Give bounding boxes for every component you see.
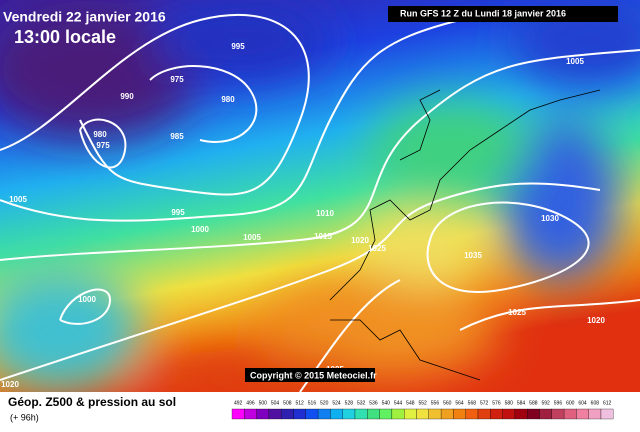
scale-swatch <box>514 408 528 420</box>
scale-swatch <box>379 408 393 420</box>
scale-label: 584 <box>517 400 526 406</box>
scale-swatch <box>256 408 270 420</box>
isobar-label: 995 <box>231 42 245 51</box>
scale-label: 596 <box>554 400 563 406</box>
scale-label: 524 <box>332 400 341 406</box>
copyright-box <box>245 368 375 382</box>
isobar-label: 1015 <box>314 232 332 241</box>
scale-label: 544 <box>394 400 403 406</box>
isobar-label: 1005 <box>566 57 584 66</box>
scale-swatch <box>563 408 577 420</box>
isobar-label: 985 <box>170 132 184 141</box>
scale-swatch <box>490 408 503 420</box>
scale-swatch <box>293 408 306 420</box>
isobar-label: 1025 <box>508 308 526 317</box>
isobar-label: 995 <box>171 208 185 217</box>
scale-swatch <box>600 408 614 420</box>
scale-swatch <box>428 408 442 420</box>
scale-label: 572 <box>480 400 489 406</box>
scale-swatch <box>440 408 454 420</box>
height-field <box>0 0 640 410</box>
scale-label: 576 <box>492 400 501 406</box>
scale-swatch <box>268 408 282 420</box>
scale-label: 508 <box>283 400 292 406</box>
scale-swatch <box>342 408 356 420</box>
run-box <box>388 6 618 22</box>
scale-swatch <box>465 408 479 420</box>
scale-label: 560 <box>443 400 452 406</box>
copyright: Copyright © 2015 Meteociel.fr <box>250 370 377 380</box>
isobar-label: 1020 <box>587 316 605 325</box>
run: Run GFS 12 Z du Lundi 18 janvier 2016 <box>400 8 566 18</box>
scale-swatch <box>354 408 368 420</box>
scale-label: 612 <box>603 400 612 406</box>
scale-swatch <box>231 408 245 420</box>
isobar-label: 1020 <box>351 236 369 245</box>
isobar-label: 975 <box>96 141 110 150</box>
scale-swatch <box>551 408 565 420</box>
isobar-label: 975 <box>170 75 184 84</box>
scale-label: 504 <box>271 400 280 406</box>
isobar-label: 980 <box>221 95 235 104</box>
isobar-label: 1025 <box>368 244 386 253</box>
scale-label: 552 <box>418 400 427 406</box>
scale-label: 564 <box>455 400 464 406</box>
scale-swatch <box>244 408 257 420</box>
footer-title: Géop. Z500 & pression au sol <box>8 395 176 409</box>
isobar-label: 1035 <box>464 251 482 260</box>
scale-label: 528 <box>345 400 354 406</box>
isobar-label: 980 <box>93 130 107 139</box>
scale-label: 600 <box>566 400 575 406</box>
scale-swatch <box>477 408 491 420</box>
scale-swatch <box>404 408 417 420</box>
scale-swatch <box>576 408 589 420</box>
scale-label: 536 <box>369 400 378 406</box>
scale-swatch <box>305 408 319 420</box>
scale-label: 548 <box>406 400 415 406</box>
scale-label: 580 <box>505 400 514 406</box>
isobar-label: 1000 <box>191 225 209 234</box>
scale-label: 520 <box>320 400 329 406</box>
scale-label: 516 <box>308 400 317 406</box>
scale-label: 496 <box>246 400 255 406</box>
coastlines <box>329 89 601 381</box>
date: Vendredi 22 janvier 2016 <box>3 9 166 25</box>
scale-swatch <box>416 408 429 420</box>
scale-swatch <box>588 408 602 420</box>
scale-label: 604 <box>578 400 587 406</box>
time: 13:00 locale <box>14 27 116 47</box>
scale-swatch <box>502 408 516 420</box>
scale-swatch <box>330 408 343 420</box>
scale-swatch <box>317 408 331 420</box>
footer-lead: (+ 96h) <box>10 412 39 422</box>
isobar-label: 1030 <box>541 214 559 223</box>
isobar-label: 990 <box>120 92 134 101</box>
scale-swatch <box>527 408 540 420</box>
scale-label: 608 <box>591 400 600 406</box>
scale-label: 540 <box>382 400 391 406</box>
scale-label: 492 <box>234 400 243 406</box>
scale-swatch <box>391 408 405 420</box>
isobar-label: 1020 <box>1 380 19 389</box>
isobar-label: 1000 <box>78 295 96 304</box>
scale-label: 500 <box>259 400 268 406</box>
scale-label: 532 <box>357 400 366 406</box>
isobars <box>0 13 640 393</box>
scale-swatch <box>281 408 294 420</box>
isobar-label: 1010 <box>316 209 334 218</box>
scale-label: 556 <box>431 400 440 406</box>
scale-label: 512 <box>295 400 304 406</box>
scale-label: 592 <box>541 400 550 406</box>
scale-swatch <box>367 408 380 420</box>
isobar-label: 1005 <box>9 195 27 204</box>
scale-label: 568 <box>468 400 477 406</box>
isobar-label: 1005 <box>243 233 261 242</box>
scale-swatch <box>453 408 466 420</box>
scale-swatch <box>539 408 552 420</box>
scale-label: 588 <box>529 400 538 406</box>
